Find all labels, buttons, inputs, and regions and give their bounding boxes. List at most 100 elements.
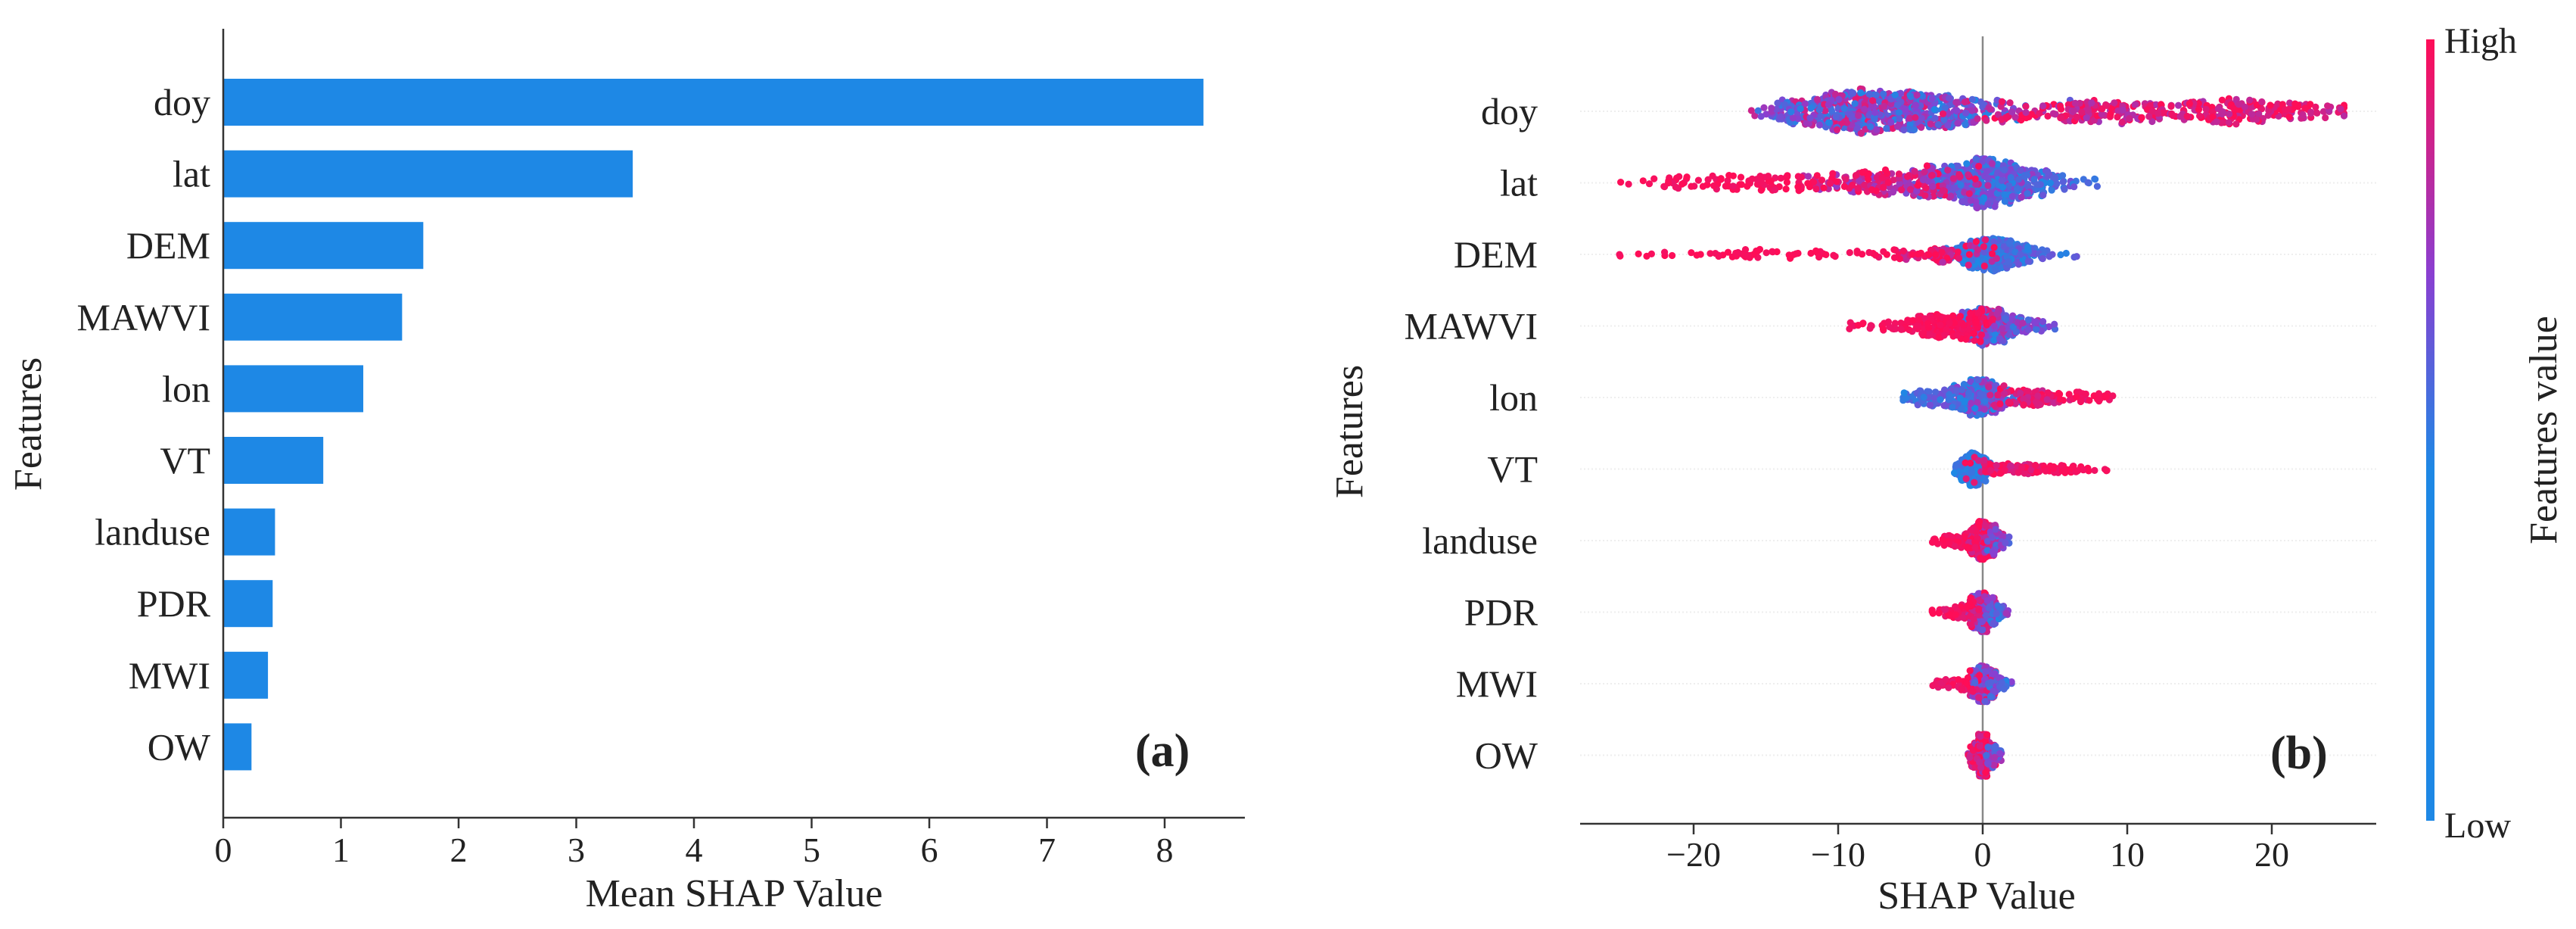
swarm-point <box>1861 181 1868 189</box>
swarm-point <box>1829 170 1837 177</box>
swarm-point <box>2148 117 2156 126</box>
swarm-point <box>1931 114 1939 122</box>
swarm-point <box>2014 176 2023 183</box>
swarm-point <box>1921 168 1928 176</box>
swarm-point <box>1994 111 2002 118</box>
swarm-point <box>1983 117 1990 124</box>
swarm-point <box>1954 332 1962 339</box>
swarm-point <box>1852 172 1860 179</box>
swarm-point <box>2046 179 2054 187</box>
swarm-point <box>1850 89 1857 97</box>
swarm-point <box>2152 101 2160 108</box>
swarm-point <box>1975 597 1983 604</box>
category-label-pdr: PDR <box>137 582 211 625</box>
swarm-point <box>1899 247 1907 255</box>
swarm-point <box>1986 466 1995 474</box>
swarm-point <box>2175 101 2182 109</box>
swarm-point <box>1934 177 1941 185</box>
swarm-point <box>2005 182 2013 189</box>
swarm-point <box>2070 108 2077 115</box>
swarm-point <box>2001 390 2008 397</box>
swarm-point <box>2001 191 2008 198</box>
swarm-point <box>2027 466 2035 474</box>
swarm-row-landuse <box>1928 518 2013 563</box>
swarm-point <box>1937 396 1944 404</box>
swarm-point <box>1967 309 1974 317</box>
swarm-point <box>1968 469 1975 477</box>
swarm-point <box>2071 99 2079 107</box>
swarm-point <box>1939 535 1946 543</box>
swarm-point <box>1974 457 1983 464</box>
swarm-point <box>1880 90 1887 98</box>
swarm-point <box>1635 250 1642 257</box>
x-tick-label: 3 <box>568 831 585 869</box>
swarm-point <box>1962 121 1969 129</box>
swarm-point <box>1965 171 1972 179</box>
swarm-point <box>1873 174 1881 182</box>
swarm-point <box>1946 95 1953 102</box>
swarm-point <box>2032 461 2039 469</box>
swarm-point <box>1915 250 1922 258</box>
swarm-point <box>1710 182 1718 189</box>
swarm-point <box>1962 475 1970 482</box>
swarm-point <box>1912 114 1919 121</box>
swarm-point <box>1810 179 1818 186</box>
swarm-point <box>1706 250 1714 257</box>
swarm-point <box>1937 321 1944 329</box>
swarm-point <box>2005 398 2013 406</box>
swarm-point <box>1982 337 1990 344</box>
swarm-point <box>1967 460 1974 467</box>
swarm-point <box>1764 173 1772 180</box>
swarm-point <box>2056 395 2064 403</box>
swarm-point <box>1940 386 1949 394</box>
swarm-point <box>2051 320 2058 328</box>
swarm-point <box>1974 115 1981 123</box>
swarm-point <box>2027 111 2035 118</box>
swarm-point <box>1851 100 1859 108</box>
swarm-point <box>1688 182 1695 190</box>
swarm-point <box>1787 108 1795 116</box>
swarm-point <box>1867 123 1874 130</box>
swarm-point <box>1980 262 1988 270</box>
swarm-point <box>1999 325 2006 332</box>
swarm-point <box>1828 106 1835 114</box>
swarm-point <box>2018 463 2026 471</box>
swarm-point <box>2232 120 2240 128</box>
bar-group <box>223 79 1204 771</box>
swarm-point <box>1818 176 1826 184</box>
swarm-point <box>1747 107 1755 114</box>
swarm-point <box>2114 113 2121 121</box>
category-label-dem: DEM <box>126 224 210 267</box>
swarm-point <box>2126 115 2133 123</box>
swarm-point <box>1724 248 1732 256</box>
swarm-point <box>1951 542 1958 550</box>
swarm-point <box>2098 105 2106 113</box>
swarm-point <box>1865 248 1873 257</box>
swarm-point <box>1906 114 1914 122</box>
swarm-point <box>2313 109 2321 117</box>
swarm-point <box>1661 248 1669 256</box>
swarm-point <box>1940 187 1947 195</box>
swarm-point <box>2032 398 2040 406</box>
bar-dem <box>223 222 424 270</box>
swarm-point <box>2009 323 2018 331</box>
swarm-point <box>2017 389 2024 397</box>
swarm-point <box>1650 175 1658 182</box>
swarm-point <box>2039 255 2046 263</box>
swarm-point <box>1946 391 1953 398</box>
swarm-point <box>1911 167 1918 175</box>
bar-vt <box>223 437 324 484</box>
swarm-point <box>2058 462 2065 469</box>
swarm-point <box>1977 331 1985 338</box>
swarm-point <box>1812 185 1820 193</box>
swarm-point <box>1918 114 1925 122</box>
swarm-point <box>1878 174 1886 182</box>
swarm-point <box>1694 176 1702 184</box>
swarm-point <box>2078 108 2086 116</box>
swarm-point <box>1827 179 1834 187</box>
swarm-point <box>1750 251 1757 258</box>
swarm-point <box>1900 389 1908 397</box>
swarm-point <box>1998 176 2005 184</box>
swarm-point <box>1797 173 1805 181</box>
swarm-point <box>2065 391 2073 398</box>
